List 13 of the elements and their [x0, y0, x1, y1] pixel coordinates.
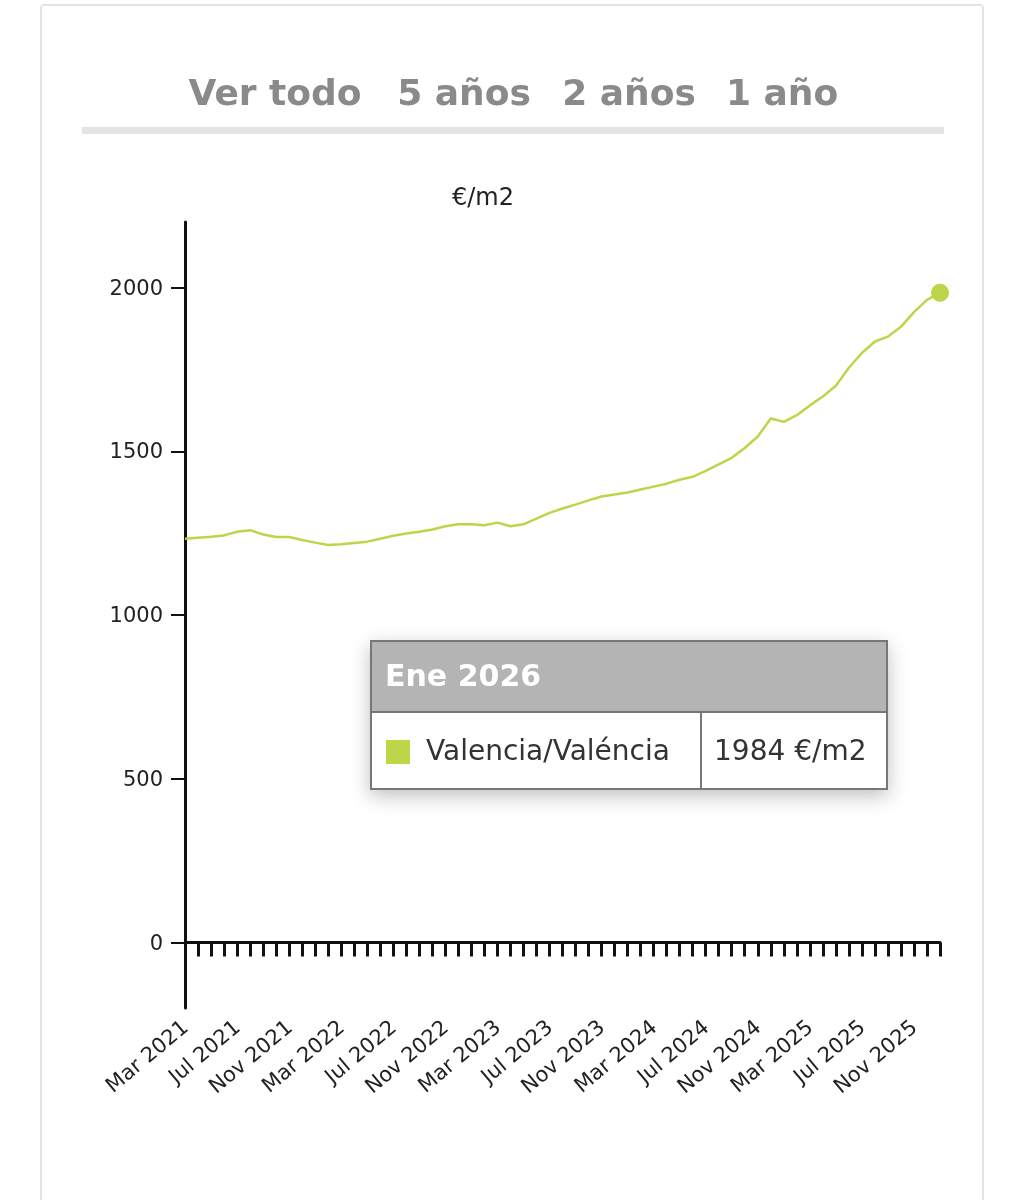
y-axis-title: €/m2	[451, 183, 515, 211]
y-tick-label: 1500	[109, 439, 163, 464]
text: Ver todo	[188, 71, 362, 113]
y-tick-label: 2000	[109, 275, 163, 300]
legend-label: Valencia/Valéncia	[426, 734, 670, 767]
y-tick-label: 1000	[109, 603, 163, 627]
y-tick-label: 0	[149, 930, 163, 955]
y-tick-label: 500	[122, 766, 163, 791]
annotation: Ene 2026	[385, 658, 542, 693]
text: 1 año	[725, 71, 839, 113]
annotation: 1984 €/m2	[714, 734, 867, 767]
text: 5 años	[397, 71, 531, 113]
text: 2 años	[562, 71, 696, 113]
